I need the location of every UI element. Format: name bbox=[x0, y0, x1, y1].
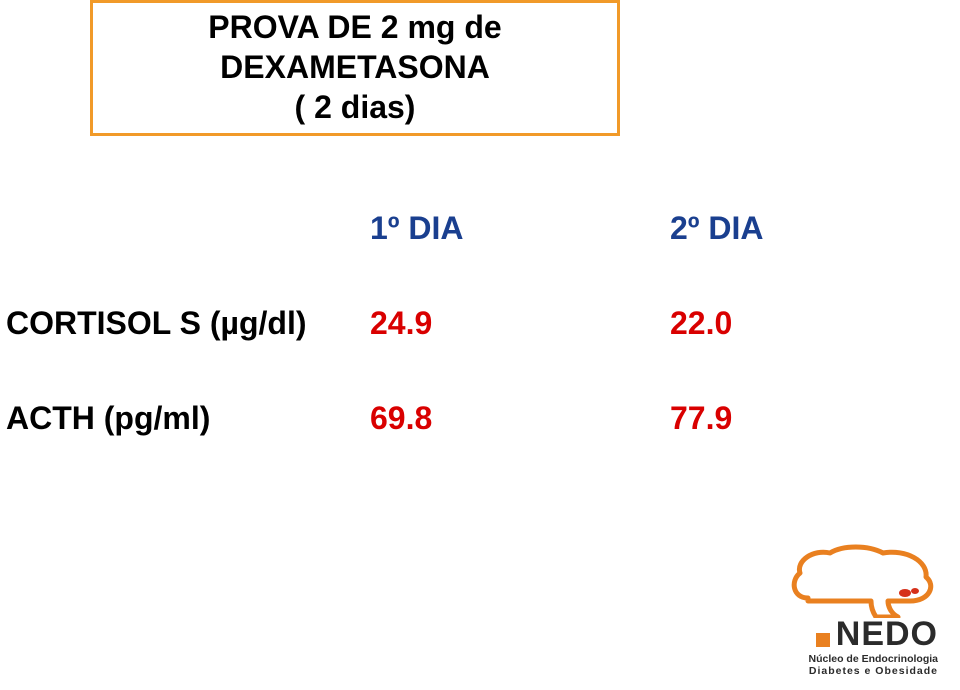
logo-square-icon bbox=[816, 633, 830, 647]
title-box: PROVA DE 2 mg de DEXAMETASONA ( 2 dias) bbox=[90, 0, 620, 136]
row-label: ACTH (pg/ml) bbox=[0, 400, 370, 437]
header-day1: 1º DIA bbox=[370, 210, 670, 247]
table-row: CORTISOL S (µg/dl) 24.9 22.0 bbox=[0, 305, 960, 342]
logo-subtitle-2: Diabetes e Obesidade bbox=[708, 665, 938, 678]
header-day2: 2º DIA bbox=[670, 210, 870, 247]
row-value-day1: 69.8 bbox=[370, 400, 670, 437]
logo-brand-line: NEDO bbox=[708, 617, 938, 651]
title-line-1: PROVA DE 2 mg de DEXAMETASONA bbox=[93, 7, 617, 87]
table-row: ACTH (pg/ml) 69.8 77.9 bbox=[0, 400, 960, 437]
row-value-day2: 77.9 bbox=[670, 400, 870, 437]
brain-icon bbox=[788, 543, 938, 618]
title-line-2: ( 2 dias) bbox=[93, 87, 617, 127]
logo-brand-text: NEDO bbox=[836, 617, 938, 651]
row-value-day2: 22.0 bbox=[670, 305, 870, 342]
row-value-day1: 24.9 bbox=[370, 305, 670, 342]
nedo-logo: NEDO Núcleo de Endocrinologia Diabetes e… bbox=[708, 543, 938, 678]
results-table: 1º DIA 2º DIA CORTISOL S (µg/dl) 24.9 22… bbox=[0, 210, 960, 495]
logo-subtitle-1: Núcleo de Endocrinologia bbox=[708, 653, 938, 666]
row-label: CORTISOL S (µg/dl) bbox=[0, 305, 370, 342]
table-header-row: 1º DIA 2º DIA bbox=[0, 210, 960, 247]
